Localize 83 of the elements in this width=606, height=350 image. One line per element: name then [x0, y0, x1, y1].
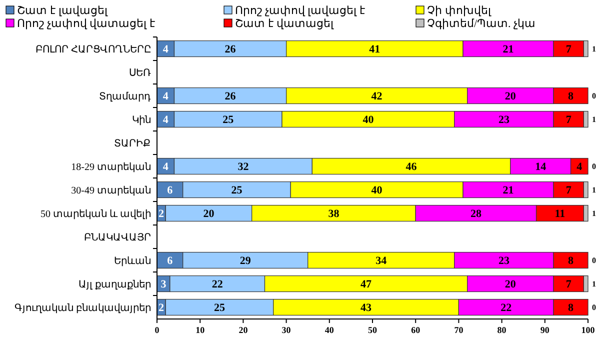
legend-label: Շատ է լավացել [17, 5, 108, 17]
data-label: 4 [162, 114, 169, 126]
data-label: 26 [224, 90, 236, 103]
data-label: 28 [470, 208, 482, 220]
y-tick-label: ԲՆԱԿԱՎԱՅՐ [84, 232, 151, 244]
data-label: 0 [592, 256, 596, 266]
data-label: 38 [328, 208, 340, 220]
data-label: 6 [167, 255, 174, 268]
y-tick-label: 18-29 տարեկան [71, 162, 151, 173]
y-tick-label: ՍԵՌ [129, 68, 151, 79]
y-tick-label: Տղամարդ [99, 91, 151, 102]
data-label: 8 [568, 255, 574, 268]
x-tick-label: 20 [238, 325, 248, 335]
data-label: 40 [362, 114, 374, 126]
legend-label: Չգիտեմ/Պատ. չկա [427, 18, 536, 30]
data-label: 1 [592, 280, 596, 289]
x-tick-label: 70 [454, 325, 464, 335]
data-label: 0 [592, 162, 596, 172]
data-label: 2 [158, 302, 165, 314]
x-tick-label: 50 [368, 325, 378, 335]
data-label: 21 [502, 184, 514, 197]
data-label: 1 [592, 186, 596, 195]
data-label: 20 [504, 90, 516, 103]
data-label: 1 [592, 44, 596, 54]
data-label: 7 [566, 278, 572, 291]
data-label: 41 [369, 44, 380, 56]
x-tick-label: 10 [196, 325, 206, 335]
x-tick-label: 100 [581, 325, 596, 335]
y-tick-label: Գյուղական բնակավայրեր [14, 302, 151, 314]
data-label: 3 [160, 278, 167, 291]
data-label: 11 [554, 208, 566, 220]
x-tick-label: 80 [497, 325, 507, 335]
data-label: 7 [566, 44, 572, 56]
data-label: 34 [376, 255, 388, 268]
data-label: 14 [535, 161, 547, 174]
x-tick-label: 30 [282, 325, 292, 335]
data-label: 25 [214, 302, 226, 314]
data-label: 46 [406, 161, 418, 174]
y-tick-label: Կին [132, 114, 151, 126]
data-label: 4 [162, 90, 169, 103]
data-label: 4 [162, 161, 169, 174]
data-label: 26 [224, 44, 236, 56]
data-label: 8 [568, 302, 574, 314]
data-label: 21 [502, 44, 514, 56]
data-label: 43 [360, 302, 372, 314]
legend-label: Շատ է վատացել [235, 18, 334, 30]
y-tick-label: Երևան [114, 256, 151, 267]
data-label: 42 [371, 90, 383, 103]
data-label: 8 [568, 90, 574, 103]
data-label: 25 [222, 114, 234, 126]
x-tick-label: 0 [154, 325, 160, 335]
legend-label: Չի փոխվել [427, 5, 492, 17]
data-label: 25 [231, 184, 243, 197]
data-label: 47 [360, 278, 372, 291]
x-tick-label: 60 [411, 325, 421, 335]
data-label: 22 [500, 302, 512, 314]
data-label: 7 [566, 114, 572, 126]
y-tick-label: ՏԱՐԻՔ [114, 138, 151, 150]
data-label: 20 [504, 278, 516, 291]
x-tick-label: 90 [540, 325, 550, 335]
x-tick-label: 40 [324, 325, 334, 335]
data-label: 4 [162, 44, 169, 56]
data-label: 2 [158, 208, 165, 220]
y-tick-label: 30-49 տարեկան [71, 185, 151, 196]
y-tick-label: Այլ քաղաքներ [78, 279, 151, 290]
data-label: 4 [576, 161, 583, 174]
data-label: 23 [498, 114, 510, 126]
data-label: 29 [240, 255, 252, 268]
data-label: 6 [167, 184, 174, 197]
data-label: 1 [592, 115, 596, 124]
legend-label: Որոշ չափով լավացել է [235, 5, 366, 17]
y-tick-label: ԲՈԼՈՐ ՀԱՐՑՎՈՂՆԵՐԸ [36, 44, 151, 56]
data-label: 22 [212, 278, 224, 291]
legend-label: Որոշ չափով վատացել է [17, 18, 156, 30]
data-label: 1 [592, 209, 596, 218]
data-label: 23 [498, 255, 510, 268]
data-label: 7 [566, 184, 572, 197]
data-label: 0 [592, 92, 596, 101]
data-label: 40 [371, 184, 383, 197]
data-label: 0 [592, 303, 596, 312]
data-label: 32 [238, 161, 250, 174]
y-tick-label: 50 տարեկան և ավելի [40, 208, 151, 220]
data-label: 20 [203, 208, 215, 220]
